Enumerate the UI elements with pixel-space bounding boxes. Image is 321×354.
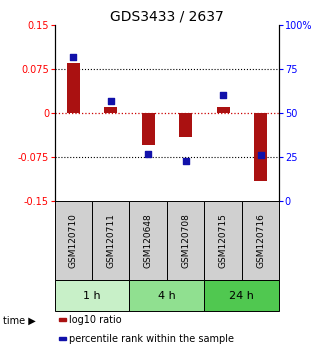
Bar <box>204 280 279 311</box>
Bar <box>242 201 279 280</box>
Point <box>183 158 188 164</box>
Text: GSM120715: GSM120715 <box>219 213 228 268</box>
Bar <box>92 201 129 280</box>
Bar <box>104 107 117 113</box>
Bar <box>129 280 204 311</box>
Bar <box>59 337 66 340</box>
Bar <box>217 107 230 113</box>
Point <box>146 151 151 156</box>
Bar <box>67 63 80 113</box>
Point <box>221 93 226 98</box>
Text: GSM120716: GSM120716 <box>256 213 265 268</box>
Bar <box>129 201 167 280</box>
Text: 24 h: 24 h <box>230 291 254 301</box>
Bar <box>167 201 204 280</box>
Text: GSM120710: GSM120710 <box>69 213 78 268</box>
Text: GSM120708: GSM120708 <box>181 213 190 268</box>
Bar <box>204 201 242 280</box>
Title: GDS3433 / 2637: GDS3433 / 2637 <box>110 10 224 24</box>
Point <box>108 98 113 103</box>
Point <box>258 153 263 158</box>
Bar <box>55 201 92 280</box>
Bar <box>55 280 129 311</box>
Text: GSM120711: GSM120711 <box>106 213 115 268</box>
Text: 1 h: 1 h <box>83 291 101 301</box>
Text: log10 ratio: log10 ratio <box>69 315 121 325</box>
Text: GSM120648: GSM120648 <box>144 213 153 268</box>
Bar <box>142 113 155 145</box>
Bar <box>179 113 192 137</box>
Bar <box>59 319 66 321</box>
Text: percentile rank within the sample: percentile rank within the sample <box>69 334 234 344</box>
Bar <box>254 113 267 181</box>
Text: time ▶: time ▶ <box>3 315 36 325</box>
Point <box>71 54 76 59</box>
Text: 4 h: 4 h <box>158 291 176 301</box>
